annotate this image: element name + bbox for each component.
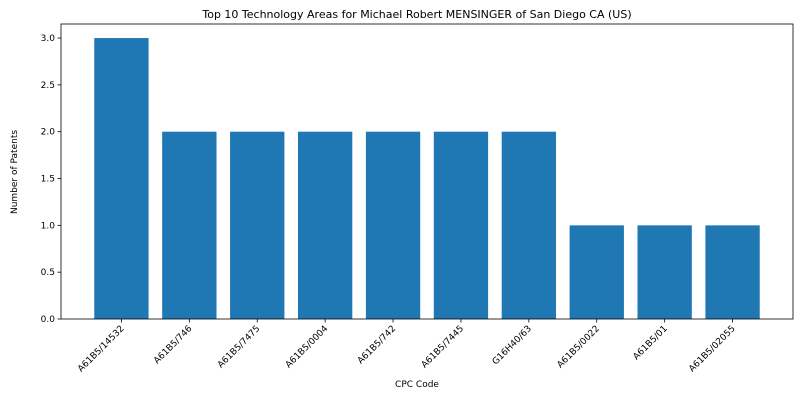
bar-G16H40/63	[502, 132, 556, 319]
x-tick-label: A61B5/01	[632, 324, 670, 362]
bar-A61B5/02055	[705, 225, 759, 319]
bars-group	[94, 38, 759, 319]
x-tick-label: G16H40/63	[491, 324, 534, 367]
y-tick-label: 2.0	[41, 128, 56, 138]
x-tick-label: A61B5/02055	[687, 324, 737, 374]
x-tick-label: A61B5/7475	[216, 324, 262, 370]
bar-A61B5/0004	[298, 132, 352, 319]
bar-A61B5/7445	[434, 132, 488, 319]
x-tick-label: A61B5/746	[152, 324, 194, 366]
bar-A61B5/0022	[570, 225, 624, 319]
bar-A61B5/746	[162, 132, 216, 319]
bar-A61B5/14532	[94, 38, 148, 319]
bar-A61B5/7475	[230, 132, 284, 319]
x-tick-label: A61B5/14532	[76, 324, 126, 374]
x-axis: A61B5/14532 A61B5/746 A61B5/7475 A61B5/0004…	[76, 319, 737, 374]
y-axis-label: Number of Patents	[10, 130, 20, 214]
y-tick-label: 0.5	[41, 268, 55, 278]
y-axis: 0.0 0.5 1.0 1.5 2.0 2.5 3.0	[41, 34, 61, 325]
y-tick-label: 1.5	[41, 175, 55, 185]
y-tick-label: 2.5	[41, 81, 55, 91]
x-tick-label: A61B5/742	[356, 324, 398, 366]
x-tick-label: A61B5/0004	[284, 324, 330, 370]
y-tick-label: 3.0	[41, 34, 56, 44]
bar-A61B5/01	[638, 225, 692, 319]
y-tick-label: 1.0	[41, 221, 56, 231]
x-tick-label: A61B5/7445	[420, 324, 466, 370]
chart-title: Top 10 Technology Areas for Michael Robe…	[201, 8, 631, 21]
x-tick-label: A61B5/0022	[556, 324, 602, 370]
y-tick-label: 0.0	[41, 315, 56, 325]
bar-A61B5/742	[366, 132, 420, 319]
x-axis-label: CPC Code	[395, 380, 439, 390]
